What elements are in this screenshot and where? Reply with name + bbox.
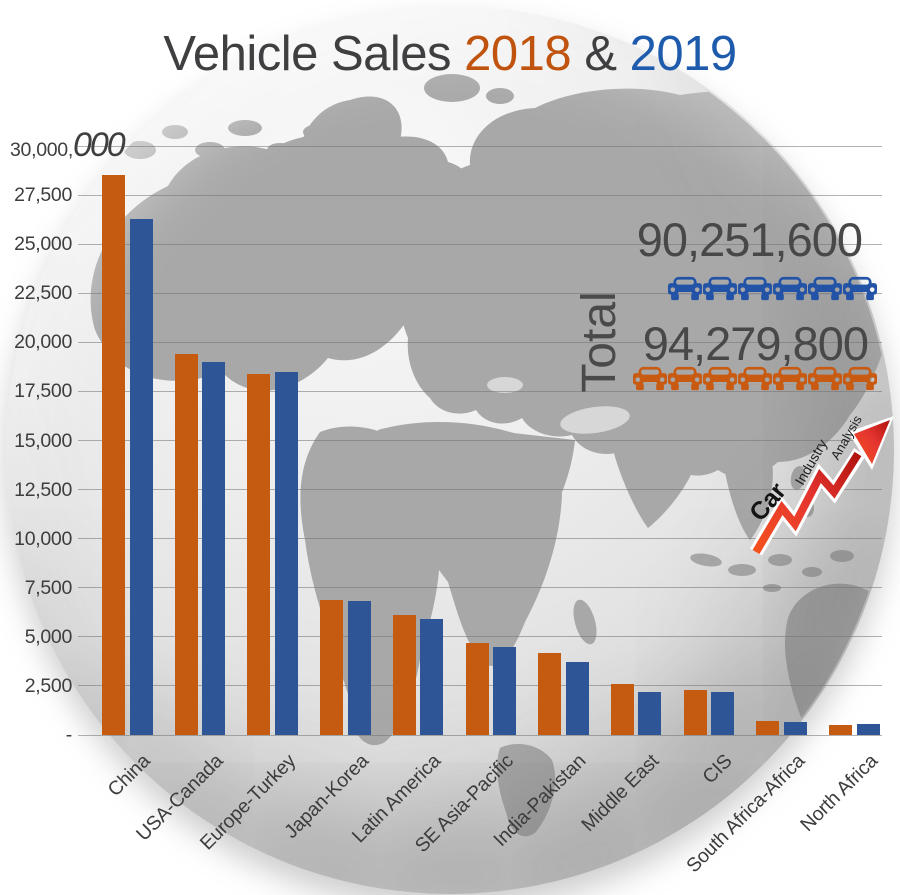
bar-2019-japan-korea [347,601,371,735]
island [486,88,514,104]
bar-2019-india-pakistan [565,662,589,735]
bar-2019-cis [711,691,735,735]
car-icon [633,366,667,391]
greenland [298,96,402,193]
car-industry-analysis-logo: Car Industry Analysis [742,412,900,562]
bar-2019-usa-canada [202,361,226,735]
growth-arrow-icon [749,416,894,556]
y-tick-label: 20,000 [14,331,72,354]
gridline [78,390,882,392]
car-icon [703,276,737,301]
caspian-sea [560,406,630,434]
y-tick-label: 7,500 [24,576,73,599]
bar-2018-north-africa [829,725,852,735]
car-icon [703,366,737,391]
y-top-big: 000 [72,126,126,164]
island [424,74,480,102]
bar-2018-china [102,175,125,735]
car-icon [808,366,842,391]
title-year-2018: 2018 [464,27,572,81]
y-tick-label: 17,500 [14,380,72,403]
total-2019-value: 90,251,600 [636,213,863,266]
car-icon [773,366,807,391]
car-icon [843,276,877,301]
car-icon [808,276,842,301]
chart-title: Vehicle Sales 2018 & 2019 [0,26,900,82]
india [612,439,700,528]
bar-2019-china [129,218,153,735]
bar-2018-japan-korea [320,599,344,735]
australia [784,583,892,736]
y-top-main: 30,000, [10,139,73,161]
bar-2018-india-pakistan [538,652,562,735]
car-icon [738,276,772,301]
bar-2019-middle-east [638,691,662,735]
bar-2018-europe-turkey [247,373,271,735]
y-tick-label: 27,500 [14,184,72,207]
gridline [78,587,882,589]
car-icons-2019 [668,276,877,301]
continent-north-america [90,133,471,391]
title-ampersand: & [584,27,617,81]
gridline [78,292,882,294]
continent-africa [377,421,562,666]
y-tick-label: 5,000 [24,625,73,648]
gridline [78,636,882,638]
y-tick-label: 15,000 [14,429,72,452]
bar-2019-south-africa-africa [783,722,807,735]
black-sea [487,377,523,393]
gridline [78,440,882,441]
car-icon [773,276,807,301]
bar-2019-se-asia-pacific [493,646,516,735]
title-year-2019: 2019 [629,27,738,81]
bar-2018-cis [683,689,707,735]
car-icon [843,366,877,391]
bar-2018-middle-east [610,683,634,735]
total-2018-value: 94,279,800 [642,317,869,370]
gridline [78,243,882,245]
y-tick-label: 25,000 [14,233,72,256]
gridline [78,538,882,540]
y-tick-label: 22,500 [14,282,72,305]
southeast-asia [722,447,773,540]
y-axis-top-label: 30,000,000 [10,126,126,164]
bar-2018-se-asia-pacific [465,642,489,735]
bar-2018-south-africa-africa [756,721,780,735]
bar-2019-europe-turkey [274,371,298,735]
madagascar [573,599,597,645]
continent-eurasia [399,88,892,477]
gridline [78,145,882,147]
bar-2019-latin-america [420,619,444,735]
gridline [78,194,882,196]
gridline [78,489,882,491]
y-tick-label: 12,500 [14,478,72,501]
y-tick-label: 2,500 [24,674,73,697]
british-isles [423,197,441,223]
car-icon [668,366,702,391]
gridline [78,734,882,736]
y-tick-label: - [65,724,73,746]
bar-2018-latin-america [392,615,416,735]
car-icon [668,276,702,301]
bar-2018-usa-canada [174,354,198,735]
title-main: Vehicle Sales [163,27,452,81]
gridline [78,341,882,343]
y-tick-label: 10,000 [14,527,72,550]
south-america-tail [497,744,556,837]
car-icons-2018 [633,366,877,391]
bar-2019-north-africa [856,724,880,735]
car-icon [738,366,772,391]
